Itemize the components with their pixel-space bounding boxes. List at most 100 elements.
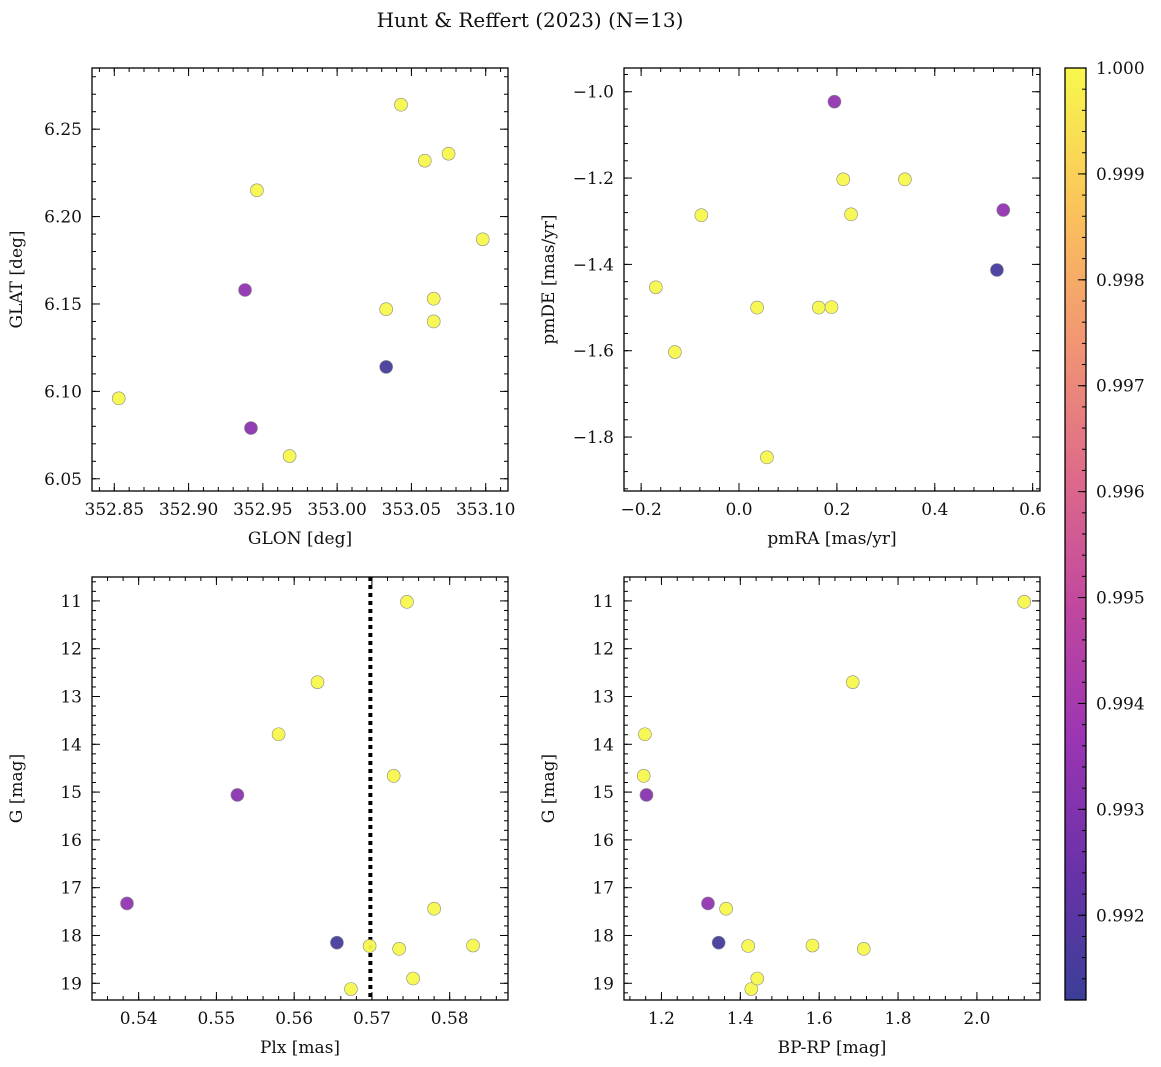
colorbar-tick-label: 0.993 xyxy=(1096,800,1145,820)
x-tick-label: 352.95 xyxy=(233,500,292,520)
colorbar-tick-label: 0.992 xyxy=(1096,906,1145,926)
x-tick-label: 353.05 xyxy=(382,500,441,520)
y-tick-label: 12 xyxy=(60,640,82,660)
scatter-point xyxy=(711,935,726,950)
y-tick-label: 11 xyxy=(592,592,614,612)
colorbar-tick-label: 0.999 xyxy=(1096,165,1145,185)
scatter-point xyxy=(750,971,765,986)
scatter-point xyxy=(668,345,682,359)
scatter-point xyxy=(990,263,1004,277)
scatter-point xyxy=(701,896,715,911)
colorbar-tick-label: 0.994 xyxy=(1096,694,1145,714)
scatter-point xyxy=(694,208,709,222)
x-tick-label: 0.2 xyxy=(823,500,850,520)
scatter-point xyxy=(427,901,441,916)
scatter-point xyxy=(379,360,393,374)
scatter-point xyxy=(639,788,654,802)
panel-top-left: 352.85 352.90 352.95 353.00 353.05 353.10 6.05… xyxy=(7,67,515,549)
x-tick-label: 352.90 xyxy=(159,500,218,520)
y-axis-label: G [mag] xyxy=(539,754,559,823)
scatter-point xyxy=(120,896,134,911)
points xyxy=(649,94,1011,465)
y-tick-label: 15 xyxy=(592,783,614,803)
y-tick-label: 12 xyxy=(592,640,614,660)
scatter-point xyxy=(845,675,860,689)
scatter-point xyxy=(230,788,245,802)
scatter-point xyxy=(310,675,325,689)
y-tick-label: 19 xyxy=(592,974,614,994)
y-tick-label: −1.6 xyxy=(573,342,614,362)
y-tick-label: 6.10 xyxy=(44,382,82,402)
scatter-point xyxy=(898,172,912,187)
scatter-point xyxy=(244,421,258,435)
y-tick-label: 16 xyxy=(592,831,614,851)
y-tick-label: −1.0 xyxy=(573,83,614,103)
ticks xyxy=(624,68,1040,491)
x-tick-label: 1.8 xyxy=(885,1009,912,1029)
axes-frame xyxy=(91,576,509,1001)
scatter-point xyxy=(744,982,759,996)
y-axis-label: pmDE [mas/yr] xyxy=(539,214,559,344)
points xyxy=(120,595,480,996)
scatter-point xyxy=(379,302,393,317)
panel-top-right: −0.2 0.0 0.2 0.4 0.6 −1.8 −1.6 −1.4 −1.2 −1.0 pmRA… xyxy=(539,67,1046,549)
y-tick-label: −1.2 xyxy=(573,169,614,189)
y-tick-label: 19 xyxy=(60,974,82,994)
y-tick-label: 6.15 xyxy=(44,295,82,315)
y-tick-label: 14 xyxy=(592,735,614,755)
colorbar-tick-label: 0.997 xyxy=(1096,377,1145,397)
x-tick-label: 352.85 xyxy=(85,500,144,520)
scatter-point xyxy=(741,939,756,953)
scatter-point xyxy=(649,280,663,295)
x-tick-label: 0.54 xyxy=(120,1009,158,1029)
y-tick-label: 6.05 xyxy=(44,470,82,490)
scatter-point xyxy=(466,938,480,953)
scatter-point xyxy=(362,939,377,953)
x-tick-label: 353.00 xyxy=(307,500,366,520)
y-tick-label: 17 xyxy=(60,879,82,899)
x-tick-label: 0.55 xyxy=(197,1009,235,1029)
scatter-point xyxy=(805,938,820,953)
scatter-point xyxy=(271,727,286,742)
scatter-point xyxy=(406,971,420,986)
x-tick-label: 353.10 xyxy=(456,500,515,520)
scatter-point xyxy=(760,450,774,465)
y-axis-label: G [mag] xyxy=(7,754,27,823)
x-tick-label: 0.58 xyxy=(431,1009,469,1029)
scatter-point xyxy=(996,203,1011,217)
colorbar-tick-label: 1.000 xyxy=(1096,59,1145,79)
axes-frame xyxy=(623,576,1041,1001)
y-tick-label: −1.8 xyxy=(573,428,614,448)
y-tick-label: 11 xyxy=(60,592,82,612)
scatter-point xyxy=(844,207,858,222)
colorbar: 0.992 0.993 0.994 0.995 0.996 0.997 0.998 0.999… xyxy=(1064,59,1145,1001)
ticks xyxy=(624,577,1041,1000)
y-tick-label: 13 xyxy=(60,687,82,707)
points xyxy=(111,97,490,463)
ticks xyxy=(92,68,508,491)
scatter-point xyxy=(250,183,264,198)
scatter-point xyxy=(238,283,252,297)
scatter-point xyxy=(417,153,432,168)
x-tick-label: 0.56 xyxy=(275,1009,313,1029)
scatter-point xyxy=(750,300,764,315)
scatter-point xyxy=(811,300,826,315)
y-tick-label: 16 xyxy=(60,831,82,851)
scatter-point xyxy=(827,94,842,109)
scatter-point xyxy=(719,901,733,916)
scatter-point xyxy=(394,97,408,112)
x-tick-label: 0.57 xyxy=(353,1009,391,1029)
scatter-point xyxy=(426,314,441,329)
y-tick-label: 18 xyxy=(60,926,82,946)
y-tick-label: 6.20 xyxy=(44,208,82,228)
points xyxy=(636,595,1032,996)
scatter-point xyxy=(441,146,456,161)
x-tick-label: 0.4 xyxy=(921,500,948,520)
scatter-point xyxy=(824,300,839,314)
axes-frame xyxy=(91,67,509,492)
scatter-point xyxy=(282,449,297,463)
y-tick-label: −1.4 xyxy=(573,255,614,275)
axes-frame xyxy=(623,67,1041,492)
scatter-point xyxy=(836,172,851,187)
